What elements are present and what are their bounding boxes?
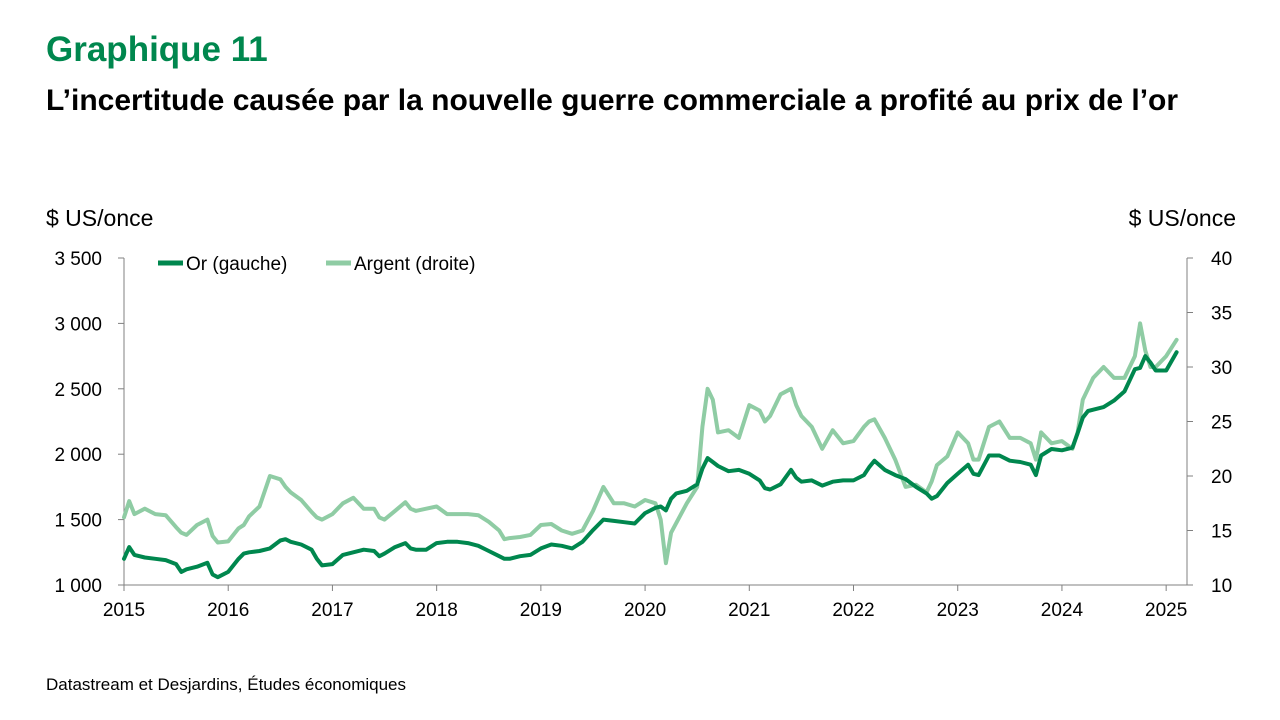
chart-kicker: Graphique 11: [46, 30, 268, 69]
x-tick-label: 2015: [103, 600, 145, 621]
right-tick-label: 30: [1211, 358, 1232, 379]
legend-label-gold: Or (gauche): [186, 254, 287, 275]
left-tick-label: 2 000: [54, 445, 102, 466]
right-axis-unit-label: $ US/once: [1128, 205, 1236, 231]
right-tick-label: 15: [1211, 522, 1232, 543]
right-tick-label: 35: [1211, 304, 1232, 325]
chart-title: L’incertitude causée par la nouvelle gue…: [46, 84, 1179, 117]
x-tick-label: 2024: [1041, 600, 1084, 621]
x-tick-label: 2021: [728, 600, 770, 621]
left-tick-label: 1 000: [54, 576, 102, 597]
right-tick-label: 40: [1211, 249, 1232, 270]
x-axis-ticks: 2015 2016 2017 2018 2019 2020 2021 2022 2023 2024…: [103, 585, 1187, 621]
left-tick-label: 3 500: [54, 249, 102, 270]
legend-label-silver: Argent (droite): [354, 254, 475, 275]
x-tick-label: 2017: [311, 600, 353, 621]
x-tick-label: 2025: [1145, 600, 1187, 621]
right-tick-label: 25: [1211, 413, 1232, 434]
series-line-gold: [122, 350, 1179, 580]
x-tick-label: 2022: [832, 600, 874, 621]
x-tick-label: 2018: [416, 600, 458, 621]
x-tick-label: 2023: [937, 600, 979, 621]
legend: Or (gauche) Argent (droite): [158, 254, 475, 275]
left-tick-label: 3 000: [54, 314, 102, 335]
left-tick-label: 2 500: [54, 380, 102, 401]
series-line-silver: [122, 321, 1179, 566]
left-tick-label: 1 500: [54, 511, 102, 532]
source-note: Datastream et Desjardins, Études économi…: [46, 675, 407, 694]
left-axis-unit-label: $ US/once: [46, 205, 154, 231]
right-tick-label: 20: [1211, 467, 1232, 488]
x-tick-label: 2019: [520, 600, 562, 621]
right-tick-label: 10: [1211, 576, 1232, 597]
series-layer: [122, 321, 1179, 580]
right-axis-ticks: 40 35 30 25 20 15 10: [1187, 249, 1232, 597]
left-axis-ticks: 3 500 3 000 2 500 2 000 1 500 1 000: [54, 249, 124, 597]
x-tick-label: 2020: [624, 600, 666, 621]
x-tick-label: 2016: [207, 600, 249, 621]
